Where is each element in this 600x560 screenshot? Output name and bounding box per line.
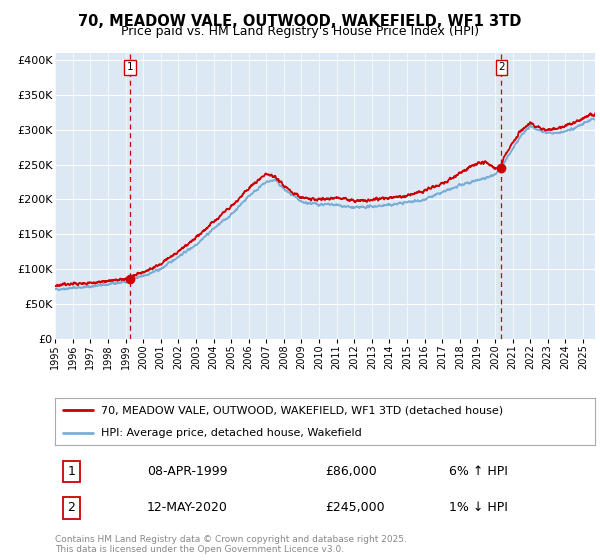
- Text: HPI: Average price, detached house, Wakefield: HPI: Average price, detached house, Wake…: [101, 428, 362, 438]
- Text: 70, MEADOW VALE, OUTWOOD, WAKEFIELD, WF1 3TD (detached house): 70, MEADOW VALE, OUTWOOD, WAKEFIELD, WF1…: [101, 405, 503, 416]
- Text: 1: 1: [127, 62, 134, 72]
- Text: £245,000: £245,000: [325, 501, 385, 515]
- Text: 2: 2: [498, 62, 505, 72]
- Text: Price paid vs. HM Land Registry's House Price Index (HPI): Price paid vs. HM Land Registry's House …: [121, 25, 479, 38]
- Text: 2: 2: [67, 501, 76, 515]
- Text: £86,000: £86,000: [325, 465, 377, 478]
- Text: 1% ↓ HPI: 1% ↓ HPI: [449, 501, 508, 515]
- Text: 70, MEADOW VALE, OUTWOOD, WAKEFIELD, WF1 3TD: 70, MEADOW VALE, OUTWOOD, WAKEFIELD, WF1…: [79, 14, 521, 29]
- Text: 12-MAY-2020: 12-MAY-2020: [147, 501, 228, 515]
- Text: 6% ↑ HPI: 6% ↑ HPI: [449, 465, 508, 478]
- Text: Contains HM Land Registry data © Crown copyright and database right 2025.
This d: Contains HM Land Registry data © Crown c…: [55, 535, 407, 554]
- Text: 1: 1: [67, 465, 76, 478]
- Text: 08-APR-1999: 08-APR-1999: [147, 465, 227, 478]
